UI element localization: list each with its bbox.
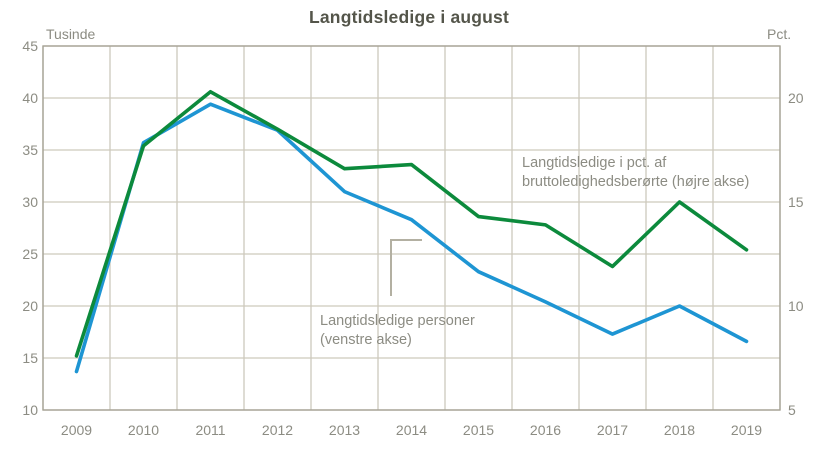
left-axis-tick-label: 15: [22, 350, 38, 366]
right-axis-tick-label: 5: [788, 402, 796, 418]
annotation-right-series: Langtidsledige i pct. af bruttoledigheds…: [522, 154, 749, 192]
annotation-left-series: Langtidsledige personer (venstre akse): [320, 312, 475, 350]
right-axis-unit-label: Pct.: [767, 26, 792, 42]
x-axis-tick-label: 2014: [395, 422, 428, 438]
left-axis-tick-label: 20: [22, 298, 38, 314]
left-axis-unit-label: Tusinde: [46, 26, 96, 42]
series-line-0: [74, 102, 749, 374]
annotation-callout-line: [390, 239, 422, 296]
annotation-text-line: Langtidsledige personer: [320, 313, 475, 329]
annotation-text-line: bruttoledighedsberørte (højre akse): [522, 174, 750, 190]
x-axis-tick-label: 2019: [730, 422, 763, 438]
annotation-text-line: (venstre akse): [320, 332, 412, 348]
left-axis-tick-label: 45: [22, 38, 38, 54]
x-axis-tick-label: 2013: [328, 422, 361, 438]
left-axis-tick-label: 10: [22, 402, 38, 418]
right-axis-tick-label: 20: [788, 90, 804, 106]
x-axis-tick-label: 2015: [462, 422, 495, 438]
right-axis-tick-label: 15: [788, 194, 804, 210]
left-axis-tick-label: 25: [22, 246, 38, 262]
left-axis-tick-label: 40: [22, 90, 38, 106]
chart-title: Langtidsledige i august: [308, 7, 510, 27]
left-axis-tick-label: 30: [22, 194, 38, 210]
x-axis-tick-label: 2011: [195, 422, 226, 438]
x-axis-tick-label: 2010: [127, 422, 160, 438]
x-axis-tick-label: 2016: [529, 422, 562, 438]
x-axis-tick-label: 2017: [596, 422, 629, 438]
x-axis-tick-label: 2012: [261, 422, 294, 438]
annotation-text-line: Langtidsledige i pct. af: [522, 155, 667, 171]
plot-border: [42, 45, 781, 411]
x-axis-tick-label: 2009: [60, 422, 93, 438]
series-line-1: [74, 89, 749, 358]
left-axis-tick-label: 35: [22, 142, 38, 158]
right-axis-tick-label: 10: [788, 298, 804, 314]
x-axis-tick-label: 2018: [663, 422, 696, 438]
